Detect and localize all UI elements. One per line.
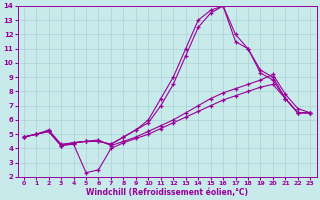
X-axis label: Windchill (Refroidissement éolien,°C): Windchill (Refroidissement éolien,°C): [86, 188, 248, 197]
